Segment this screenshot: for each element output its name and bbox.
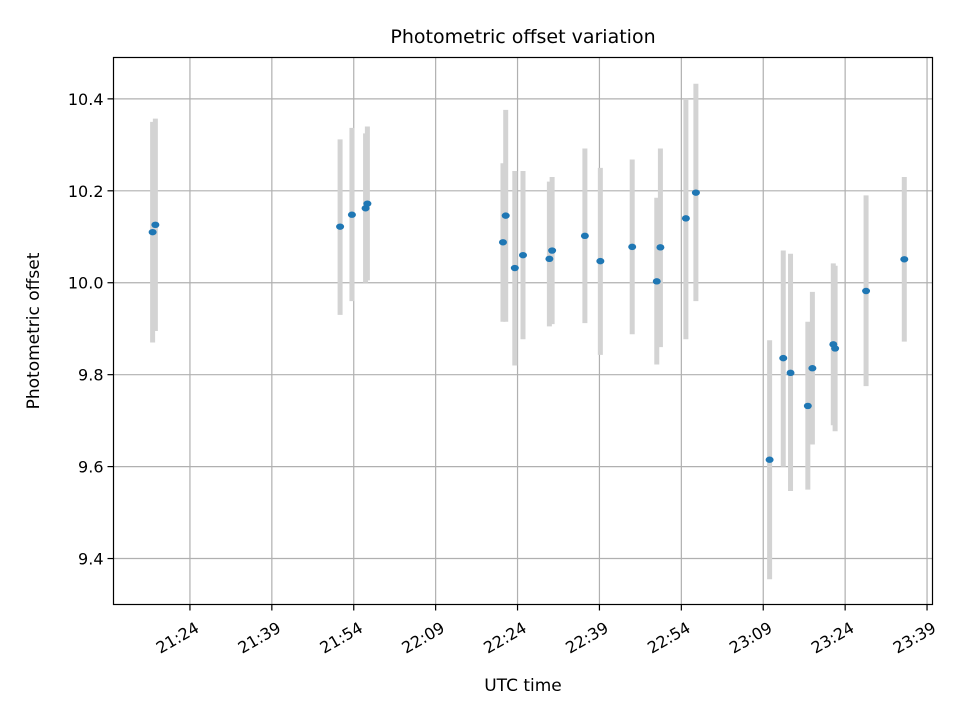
y-axis-title: Photometric offset bbox=[24, 252, 44, 409]
data-point bbox=[656, 244, 665, 251]
data-point bbox=[786, 369, 795, 377]
chart-title: Photometric offset variation bbox=[390, 26, 655, 48]
data-point bbox=[151, 221, 160, 229]
plot-frame bbox=[112, 56, 934, 606]
data-point bbox=[808, 365, 817, 372]
y-axis-ticks: 9.4 9.6 9.8 10.0 10.2 10.4 bbox=[68, 90, 114, 569]
y-tick-label: 10.2 bbox=[68, 182, 104, 201]
data-point bbox=[580, 232, 589, 240]
y-tick-label: 10.4 bbox=[68, 90, 104, 109]
data-point bbox=[779, 354, 788, 362]
data-point bbox=[363, 200, 372, 207]
y-tick-label: 9.4 bbox=[78, 550, 103, 569]
data-point bbox=[548, 247, 557, 254]
data-point bbox=[831, 345, 840, 352]
data-point bbox=[900, 256, 909, 263]
data-point bbox=[628, 243, 637, 251]
data-point bbox=[148, 228, 157, 236]
data-point bbox=[596, 257, 605, 265]
y-tick-label: 10.0 bbox=[68, 274, 104, 293]
data-point bbox=[510, 264, 519, 272]
data-point bbox=[347, 211, 356, 218]
data-point bbox=[498, 239, 507, 246]
data-point bbox=[862, 287, 871, 295]
data-point bbox=[803, 402, 812, 410]
x-axis-title: UTC time bbox=[484, 676, 562, 696]
data-point bbox=[652, 278, 661, 285]
y-tick-label: 9.8 bbox=[78, 366, 103, 385]
data-point bbox=[545, 255, 554, 263]
data-point bbox=[691, 189, 700, 196]
data-point bbox=[519, 251, 527, 259]
data-point bbox=[681, 215, 690, 222]
y-tick-label: 9.6 bbox=[78, 458, 103, 477]
data-point bbox=[336, 223, 345, 230]
data-point bbox=[765, 456, 774, 463]
data-points bbox=[148, 189, 909, 463]
data-point bbox=[501, 212, 510, 219]
